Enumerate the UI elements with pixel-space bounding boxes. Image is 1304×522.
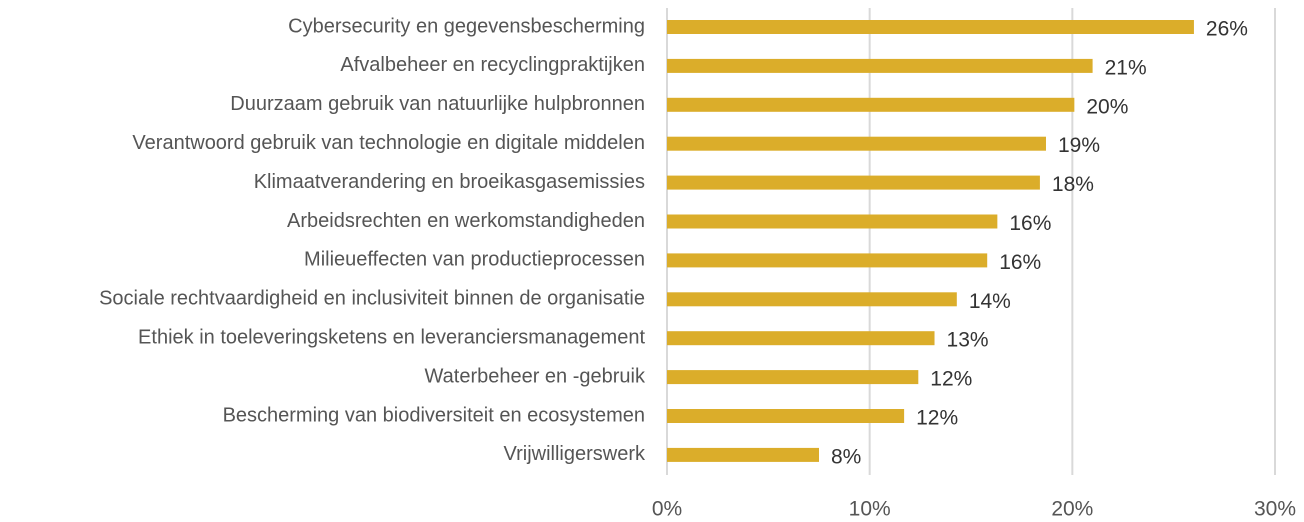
x-tick-label: 0% [652,498,682,521]
data-label: 14% [969,290,1011,313]
bar [667,370,919,385]
y-tick-label: Ethiek in toeleveringsketens en leveranc… [138,326,645,348]
bar [667,253,988,268]
y-tick-label: Vrijwilligerswerk [504,443,646,465]
y-tick-label: Waterbeheer en -gebruik [425,365,646,387]
y-tick-label: Verantwoord gebruik van technologie en d… [132,132,645,154]
x-tick-label: 10% [849,498,891,521]
bar [667,58,1093,73]
y-tick-label: Sociale rechtvaardigheid en inclusivitei… [99,288,645,310]
data-label: 12% [916,407,958,430]
bar [667,331,935,346]
data-label: 21% [1105,56,1147,79]
data-label: 20% [1086,95,1128,118]
data-label: 8% [831,445,861,468]
bar [667,97,1075,112]
data-label: 18% [1052,173,1094,196]
y-tick-label: Duurzaam gebruik van natuurlijke hulpbro… [230,93,645,115]
y-tick-label: Klimaatverandering en broeikasgasemissie… [254,171,645,193]
x-tick-label: 30% [1254,498,1296,521]
data-label: 16% [1009,212,1051,235]
data-label: 16% [999,251,1041,274]
bar [667,292,957,307]
data-label: 19% [1058,134,1100,157]
data-label: 26% [1206,18,1248,41]
bar [667,447,819,462]
data-label: 12% [930,368,972,391]
bar [667,409,905,423]
bar [667,214,998,229]
y-tick-label: Cybersecurity en gegevensbescherming [288,15,645,37]
y-tick-label: Arbeidsrechten en werkomstandigheden [287,210,645,232]
bar [667,136,1046,151]
y-tick-label: Bescherming van biodiversiteit en ecosys… [223,404,645,426]
bar [667,175,1040,190]
y-tick-label: Afvalbeheer en recyclingpraktijken [340,54,645,76]
y-tick-label: Milieueffecten van productieprocessen [304,249,645,271]
x-tick-label: 20% [1051,498,1093,521]
data-label: 13% [947,329,989,352]
bar [667,20,1194,34]
